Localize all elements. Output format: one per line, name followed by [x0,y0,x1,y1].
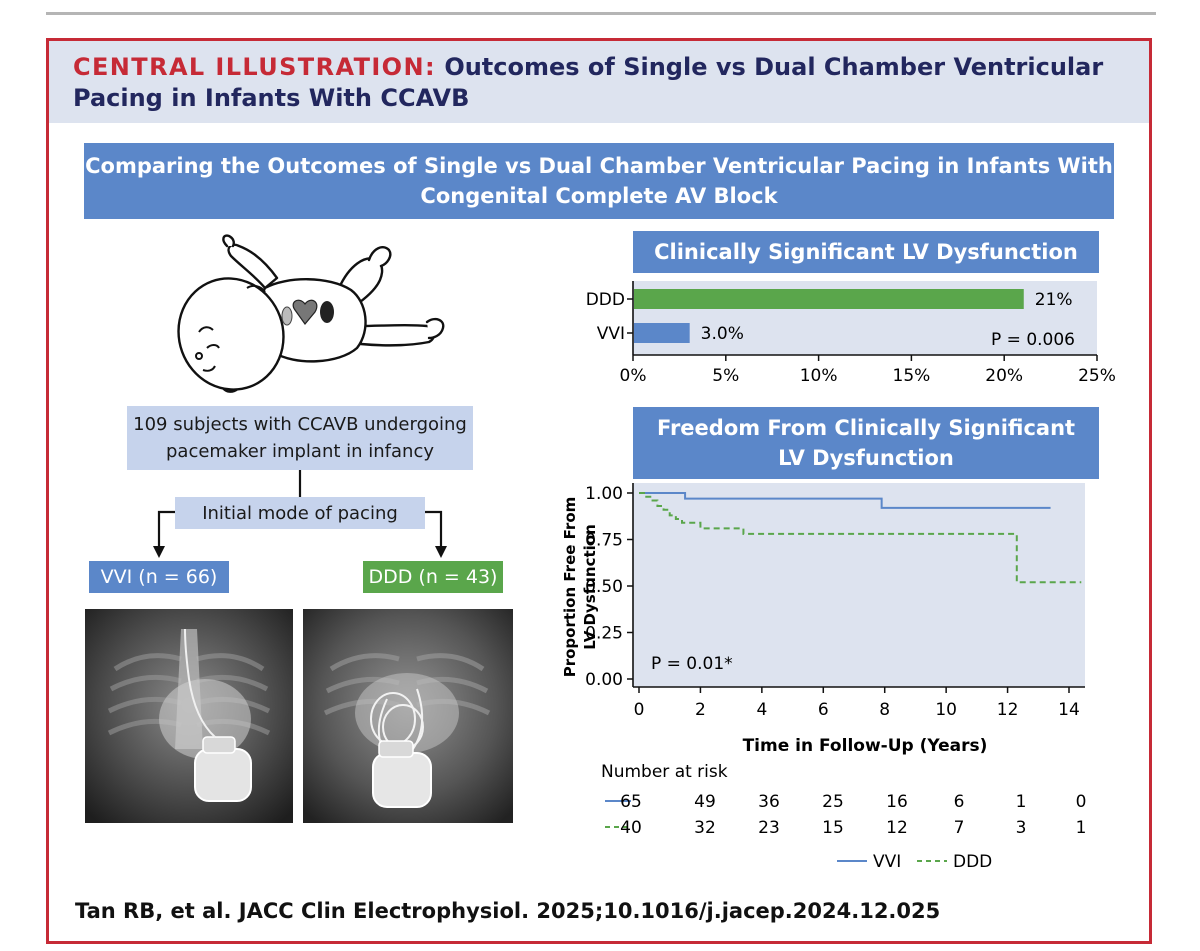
bar-x-tick-label: 10% [800,366,838,386]
arrow-down-icon [153,546,165,558]
km-title-line-2: LV Dysfunction [778,446,954,470]
risk-cell: 36 [758,792,780,812]
top-rule [46,12,1156,15]
bar-chart-title: Clinically Significant LV Dysfunction [633,231,1099,273]
citation: Tan RB, et al. JACC Clin Electrophysiol.… [75,899,941,923]
lv-dysfunction-bar-chart: DDD 21% VVI 3.0% 0% 5% 10% 15% 20% 25% P = 0.006 [586,281,1116,386]
km-curve-vvi [639,492,1051,509]
number-at-risk-table: Number at risk 65 49 36 25 16 6 1 0 40 32 23 15 12 7 3… [601,762,1087,871]
km-x-axis-label: Time in Follow-Up (Years) [743,736,988,756]
bar-x-tick-label: 25% [1078,366,1116,386]
bar-category-label: VVI [597,324,625,344]
bar-x-tick-label: 0% [620,366,647,386]
header-title-line-2: Pacing in Infants With CCAVB [73,84,470,112]
bar-value-label: 3.0% [701,324,744,344]
xray-vvi-image [85,609,293,823]
km-title-line-1: Freedom From Clinically Significant [656,416,1076,440]
vvi-mode-box: VVI (n = 66) [89,561,229,593]
header-title-part-1: Outcomes of Single vs Dual Chamber Ventr… [444,53,1104,81]
km-x-tick-label: 2 [695,700,706,720]
risk-cell: 40 [620,818,642,838]
km-p-value: P = 0.01* [651,654,733,674]
km-x-tick-label: 10 [935,700,957,720]
km-survival-chart: 0 2 4 6 8 10 12 14 0.00 0.25 0.50 0.75 1.00 P = 0.01… [561,483,1085,756]
risk-cell: 15 [822,818,844,838]
km-y-tick-label: 0.00 [585,670,623,690]
comparing-banner: Comparing the Outcomes of Single vs Dual… [84,143,1114,219]
risk-cell: 32 [694,818,716,838]
km-x-tick-label: 6 [818,700,829,720]
central-illustration-frame: CENTRAL ILLUSTRATION: Outcomes of Single… [46,38,1152,944]
risk-cell: 23 [758,818,780,838]
risk-cell: 49 [694,792,716,812]
heart-icon [292,299,318,325]
km-curve-ddd [639,492,1082,584]
risk-cell: 65 [620,792,642,812]
risk-cell: 12 [886,818,908,838]
km-x-tick-label: 0 [634,700,645,720]
bar-x-tick-label: 5% [712,366,739,386]
legend-label-ddd: DDD [953,852,992,871]
banner-line-2: Congenital Complete AV Block [420,184,778,208]
risk-cell: 1 [1076,818,1087,838]
bar-value-label: 21% [1035,290,1073,310]
km-y-tick-label: 0.75 [585,531,623,551]
km-y-tick-label: 1.00 [585,484,623,504]
risk-cell: 6 [954,792,965,812]
initial-mode-box: Initial mode of pacing [175,497,425,529]
header-title-line-1: CENTRAL ILLUSTRATION: Outcomes of Single… [73,53,1103,81]
subjects-box: 109 subjects with CCAVB undergoing pacem… [127,406,473,470]
bar-x-tick-label: 15% [893,366,931,386]
km-plot-area [633,483,1085,687]
bar-chart-p-value: P = 0.006 [991,330,1075,350]
subjects-line-1: 109 subjects with CCAVB undergoing [133,414,467,435]
ddd-mode-box: DDD (n = 43) [363,561,503,593]
risk-table-title: Number at risk [601,762,728,782]
illustration-header: CENTRAL ILLUSTRATION: Outcomes of Single… [49,41,1149,123]
arrow-down-icon [435,546,447,558]
risk-cell: 16 [886,792,908,812]
central-illustration-label: CENTRAL ILLUSTRATION: [73,53,436,81]
bar-x-tick-label: 20% [985,366,1023,386]
km-y-axis-label-2: LV Dysfunction [581,524,599,650]
risk-cell: 0 [1076,792,1087,812]
infant-illustration [177,234,445,393]
risk-cell: 25 [822,792,844,812]
km-chart-title: Freedom From Clinically Significant LV D… [633,407,1099,479]
risk-cell: 1 [1016,792,1027,812]
bar-ddd [634,289,1024,309]
flow-connectors [153,470,447,558]
km-y-axis-label-1: Proportion Free From [561,497,579,678]
km-x-tick-label: 4 [756,700,767,720]
subjects-line-2: pacemaker implant in infancy [165,441,434,462]
km-y-tick-label: 0.25 [585,624,623,644]
risk-cell: 7 [954,818,965,838]
banner-line-1: Comparing the Outcomes of Single vs Dual… [85,154,1113,178]
bar-vvi [634,323,690,343]
km-x-tick-label: 12 [997,700,1019,720]
risk-cell: 3 [1016,818,1027,838]
km-x-tick-label: 8 [879,700,890,720]
km-x-tick-label: 14 [1058,700,1080,720]
bar-category-label: DDD [586,290,625,310]
legend-label-vvi: VVI [873,852,901,871]
km-y-tick-label: 0.50 [585,577,623,597]
initial-mode-label: Initial mode of pacing [202,502,398,524]
xray-ddd-image [303,609,513,823]
